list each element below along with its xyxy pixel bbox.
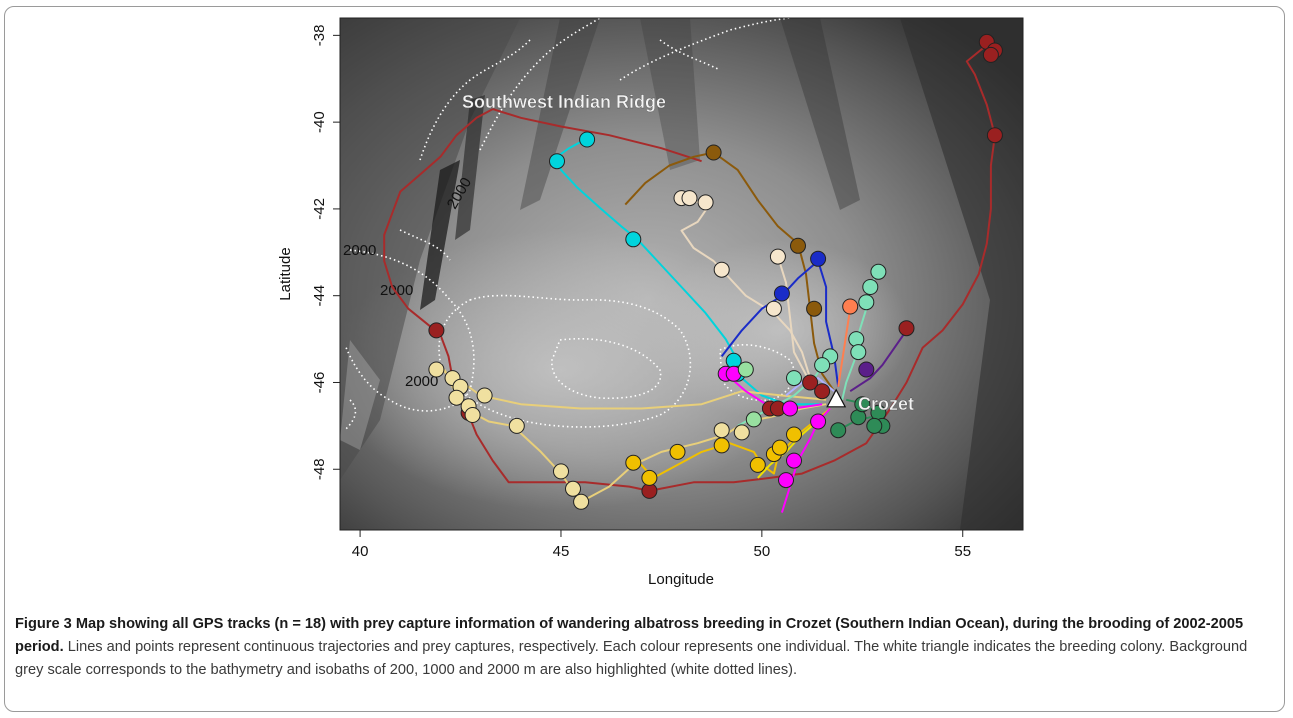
gps-track-4 <box>776 256 811 383</box>
y-tick-label: -38 <box>311 25 328 47</box>
prey-capture-point <box>733 424 750 441</box>
prey-capture-point <box>848 331 865 348</box>
prey-capture-point <box>858 294 875 311</box>
prey-capture-point <box>641 469 658 486</box>
prey-capture-point <box>705 144 722 161</box>
prey-capture-point <box>810 413 827 430</box>
gps-track-1 <box>383 43 996 492</box>
isobath-lines <box>344 18 795 431</box>
prey-capture-point <box>773 285 790 302</box>
prey-capture-point <box>870 263 887 280</box>
prey-capture-point <box>697 194 714 211</box>
prey-capture-point <box>786 452 802 469</box>
prey-capture-point <box>553 463 569 480</box>
prey-captures-layer <box>428 33 1003 510</box>
y-tick-label: -42 <box>311 198 328 220</box>
prey-capture-point <box>464 407 481 423</box>
caption-title: Figure 3 Map showing all GPS tracks (n =… <box>15 616 1244 655</box>
prey-capture-point <box>850 344 867 361</box>
prey-capture-point <box>625 454 642 471</box>
prey-capture-point <box>448 389 465 406</box>
prey-capture-point <box>549 153 565 170</box>
breeding-colony-triangle-icon <box>826 388 847 408</box>
prey-capture-point <box>810 250 827 267</box>
prey-capture-point <box>854 396 871 413</box>
prey-capture-point <box>745 411 762 428</box>
prey-capture-point <box>802 374 819 391</box>
prey-capture-point <box>476 387 493 404</box>
caption-body: Lines and points represent continuous tr… <box>15 639 1248 678</box>
gps-track-8 <box>439 368 827 410</box>
prey-capture-point <box>814 383 831 400</box>
prey-capture-point <box>898 320 915 337</box>
map-figure: 2000 2000 2000 2000 Southwest Indian Rid… <box>277 17 1024 588</box>
prey-capture-point <box>771 439 788 456</box>
prey-capture-point <box>669 443 686 460</box>
gps-track-6 <box>624 151 836 392</box>
x-tick-label: 40 <box>352 543 369 560</box>
prey-capture-point <box>579 131 596 148</box>
prey-capture-point <box>765 300 782 317</box>
prey-capture-point <box>786 370 802 387</box>
figure-caption: Figure 3 Map showing all GPS tracks (n =… <box>15 613 1277 682</box>
isobath-label-3: 2000 <box>405 373 438 390</box>
gps-track-2 <box>492 108 702 163</box>
prey-capture-point <box>428 322 445 339</box>
prey-capture-point <box>625 231 642 248</box>
prey-capture-point <box>782 400 798 417</box>
prey-capture-point <box>428 361 445 378</box>
isobath-label-2: 2000 <box>343 242 376 259</box>
gps-track-17 <box>849 329 908 393</box>
prey-capture-point <box>713 437 730 454</box>
plot-border <box>339 17 1024 531</box>
isobath-label-4: 2000 <box>380 282 413 299</box>
colony-label: Crozet <box>858 394 914 414</box>
prey-capture-point <box>565 480 581 497</box>
y-tick-label: -46 <box>311 372 328 394</box>
prey-capture-point <box>858 361 875 378</box>
x-tick-label: 45 <box>553 543 570 560</box>
prey-capture-point <box>713 261 730 278</box>
prey-capture-point <box>737 361 754 378</box>
y-tick-label: -40 <box>311 111 328 133</box>
y-tick-label: -44 <box>311 285 328 307</box>
x-axis-label: Longitude <box>648 571 714 588</box>
y-axis: -38 -40 -42 -44 -46 -48 <box>311 25 340 480</box>
prey-capture-point <box>749 456 766 473</box>
x-axis: 40 45 50 55 <box>352 530 971 560</box>
y-axis-label: Latitude <box>277 247 294 300</box>
prey-capture-point <box>786 426 802 443</box>
prey-capture-point <box>862 279 879 295</box>
gps-track-16 <box>837 308 852 387</box>
prey-capture-point <box>778 472 794 489</box>
bathymetry-background <box>340 18 1023 530</box>
ridge-label: Southwest Indian Ridge <box>462 92 666 112</box>
prey-capture-point <box>866 417 883 434</box>
x-tick-label: 50 <box>754 543 771 560</box>
prey-capture-point <box>982 46 999 63</box>
prey-capture-point <box>769 248 786 265</box>
prey-capture-point <box>986 127 1003 144</box>
prey-capture-point <box>508 417 525 434</box>
prey-capture-point <box>814 357 831 374</box>
prey-capture-point <box>842 298 859 315</box>
y-tick-label: -48 <box>311 458 328 480</box>
prey-capture-point <box>806 300 823 317</box>
prey-capture-point <box>713 422 730 439</box>
prey-capture-point <box>681 190 698 207</box>
gps-track-7 <box>720 260 840 387</box>
prey-capture-point <box>830 422 847 439</box>
prey-capture-point <box>573 493 590 510</box>
prey-capture-point <box>790 237 806 254</box>
x-tick-label: 55 <box>954 543 971 560</box>
